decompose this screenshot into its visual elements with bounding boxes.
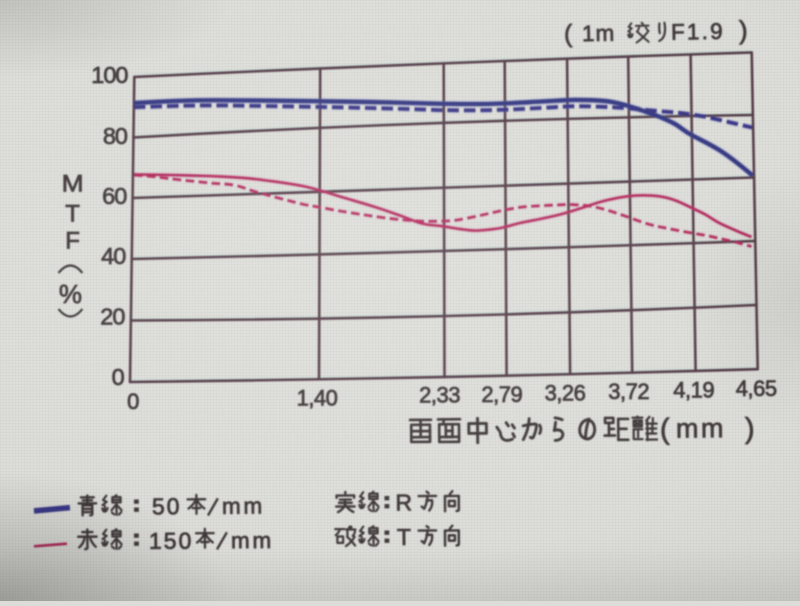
svg-text:F1.9: F1.9 — [671, 19, 725, 45]
svg-text:m: m — [222, 494, 241, 519]
svg-text:T: T — [397, 524, 411, 550]
svg-text:80: 80 — [103, 123, 128, 149]
svg-text:m: m — [231, 528, 250, 553]
svg-text:4,19: 4,19 — [673, 378, 714, 403]
svg-text:m: m — [252, 528, 271, 553]
svg-text:M: M — [62, 170, 84, 197]
svg-text:40: 40 — [101, 243, 126, 269]
svg-text:150: 150 — [149, 528, 194, 554]
svg-text:m: m — [701, 413, 724, 443]
svg-text:F: F — [65, 227, 80, 254]
svg-text:3,26: 3,26 — [545, 380, 586, 405]
svg-text:4,65: 4,65 — [736, 376, 777, 401]
svg-text:(: ( — [564, 20, 573, 48]
svg-text:(: ( — [660, 414, 670, 446]
svg-text:0: 0 — [127, 389, 139, 414]
svg-text:T: T — [65, 200, 80, 227]
svg-text:m: m — [676, 413, 699, 443]
svg-text:3,72: 3,72 — [608, 379, 649, 404]
svg-text:1,40: 1,40 — [297, 386, 338, 411]
svg-text:2,79: 2,79 — [481, 382, 522, 407]
svg-text:m: m — [243, 494, 262, 519]
svg-text:100: 100 — [91, 62, 128, 88]
svg-text:2,33: 2,33 — [419, 383, 460, 408]
svg-text:): ) — [745, 413, 755, 445]
svg-text:): ) — [739, 15, 748, 45]
svg-text:0: 0 — [112, 364, 125, 390]
svg-text:1m: 1m — [582, 21, 616, 47]
svg-text:%: % — [59, 279, 82, 309]
svg-text:20: 20 — [100, 303, 125, 329]
svg-text:60: 60 — [102, 183, 127, 209]
svg-text:R: R — [395, 489, 412, 515]
svg-text:50: 50 — [152, 493, 182, 519]
